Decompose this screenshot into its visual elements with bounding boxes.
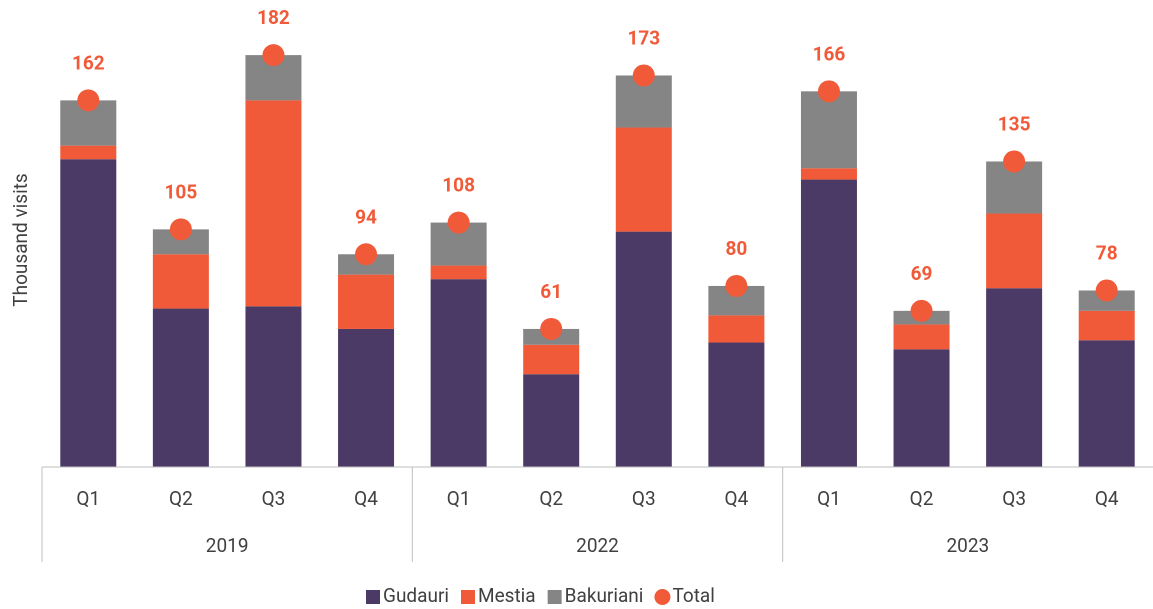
data-label: 166 — [813, 42, 846, 65]
bar-segment — [800, 168, 857, 180]
total-dot — [725, 274, 748, 297]
total-dot — [540, 317, 563, 340]
group-label: 2023 — [946, 534, 989, 557]
legend-swatch — [654, 589, 671, 605]
x-tick-label: Q4 — [725, 487, 749, 510]
data-label: 80 — [725, 237, 747, 260]
data-label: 162 — [72, 51, 105, 74]
data-label: 69 — [911, 262, 933, 285]
data-label: 94 — [355, 205, 377, 228]
bar-segment — [60, 145, 117, 160]
bar-segment — [523, 344, 580, 375]
bar-segment — [893, 349, 950, 467]
bar-segment — [708, 315, 765, 343]
data-label: 61 — [540, 280, 562, 303]
bar-segment — [430, 265, 487, 280]
bar-segment — [245, 306, 302, 467]
legend-swatch — [366, 590, 380, 604]
bar-segment — [60, 159, 117, 468]
bar-segment — [430, 279, 487, 467]
group-label: 2019 — [206, 534, 249, 557]
data-label: 182 — [257, 6, 290, 29]
x-tick-label: Q3 — [632, 487, 656, 510]
bar-segment — [338, 328, 395, 467]
legend-swatch — [547, 590, 562, 604]
data-label: 78 — [1096, 241, 1118, 264]
legend-label: Bakuriani — [565, 584, 644, 607]
y-axis-title: Thousand visits — [9, 173, 32, 306]
bar-segment — [800, 179, 857, 467]
bar-segment — [1078, 310, 1135, 341]
total-dot — [632, 64, 655, 87]
bar-segment — [615, 231, 672, 467]
total-dot — [1003, 150, 1026, 173]
bar-segment — [708, 342, 765, 467]
bar-segment — [152, 254, 209, 309]
total-dot — [817, 80, 840, 103]
bar-segment — [1078, 340, 1135, 467]
x-tick-label: Q4 — [1095, 487, 1119, 510]
total-dot — [447, 211, 470, 234]
data-label: 173 — [627, 26, 660, 49]
bar-segment — [986, 213, 1043, 289]
bar-segment — [893, 324, 950, 350]
legend-label: Gudauri — [383, 584, 449, 607]
bar-segment — [338, 274, 395, 329]
x-tick-label: Q3 — [1002, 487, 1026, 510]
data-label: 135 — [998, 112, 1031, 135]
bar-segment — [986, 288, 1043, 467]
bar-segment — [800, 91, 857, 169]
x-tick-label: Q1 — [447, 487, 471, 510]
x-tick-label: Q2 — [539, 487, 563, 510]
x-tick-label: Q1 — [817, 487, 841, 510]
total-dot — [262, 44, 285, 67]
total-dot — [77, 89, 100, 112]
total-dot — [1095, 279, 1118, 302]
bar-segment — [245, 100, 302, 307]
legend-swatch — [461, 590, 475, 604]
legend-label: Mestia — [478, 584, 536, 607]
x-tick-label: Q3 — [262, 487, 286, 510]
x-tick-label: Q4 — [354, 487, 378, 510]
data-label: 108 — [442, 174, 475, 197]
bar-segment — [615, 127, 672, 232]
total-dot — [169, 218, 192, 241]
x-tick-label: Q2 — [169, 487, 193, 510]
x-tick-label: Q1 — [76, 487, 100, 510]
legend-label: Total — [672, 584, 714, 607]
total-dot — [910, 299, 933, 322]
data-label: 105 — [165, 180, 198, 203]
group-label: 2022 — [576, 534, 619, 557]
total-dot — [355, 243, 378, 266]
bar-segment — [152, 308, 209, 467]
bar-segment — [523, 374, 580, 467]
x-tick-label: Q2 — [910, 487, 934, 510]
